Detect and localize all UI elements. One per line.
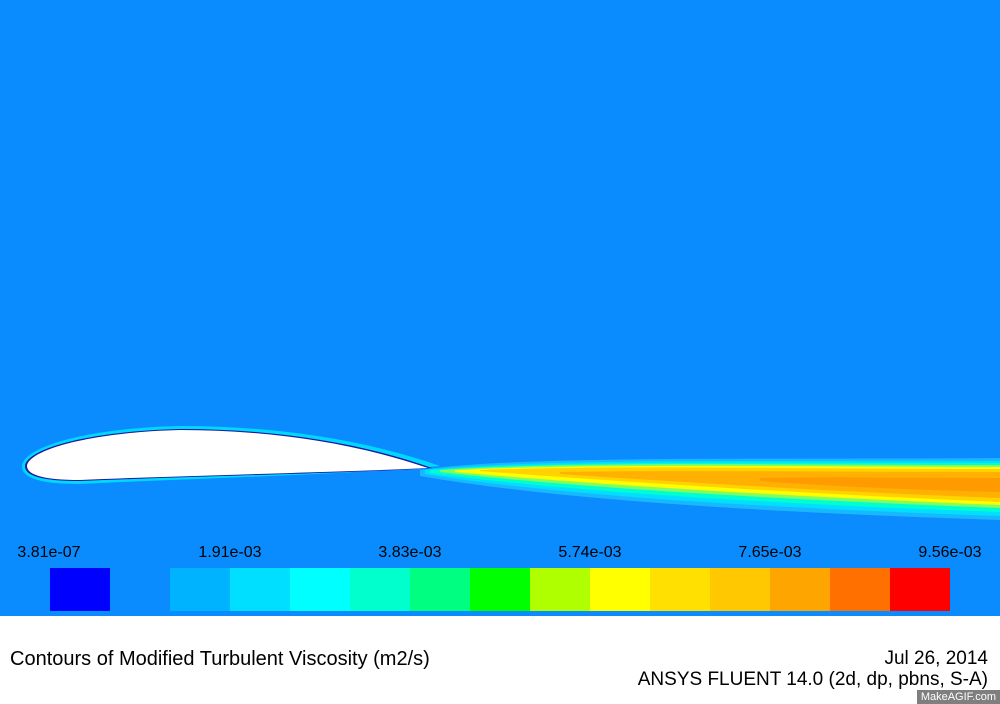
colorbar-swatch bbox=[470, 568, 530, 611]
colorbar-swatch bbox=[530, 568, 590, 611]
watermark: MakeAGIF.com bbox=[916, 690, 1000, 704]
contour-field bbox=[22, 426, 1000, 520]
colorbar-swatch bbox=[290, 568, 350, 611]
colorbar-swatch bbox=[170, 568, 230, 611]
contour-plot bbox=[22, 426, 1000, 520]
colorbar-swatch bbox=[410, 568, 470, 611]
colorbar-swatch bbox=[770, 568, 830, 611]
colorbar-labels: 3.81e-07 1.91e-03 3.83e-03 5.74e-03 7.65… bbox=[0, 540, 1000, 564]
colorbar-swatch bbox=[590, 568, 650, 611]
plot-date: Jul 26, 2014 bbox=[884, 648, 988, 669]
colorbar-swatch bbox=[890, 568, 950, 611]
colorbar-swatch bbox=[830, 568, 890, 611]
colorbar-swatch bbox=[350, 568, 410, 611]
colorbar-tick-label: 9.56e-03 bbox=[918, 544, 982, 561]
footer-panel: Contours of Modified Turbulent Viscosity… bbox=[0, 616, 1000, 704]
colorbar-tick-label: 1.91e-03 bbox=[198, 544, 262, 561]
solver-info: ANSYS FLUENT 14.0 (2d, dp, pbns, S-A) bbox=[637, 669, 988, 690]
airfoil bbox=[27, 430, 428, 480]
colorbar bbox=[0, 568, 1000, 612]
colorbar-tick-label: 3.81e-07 bbox=[17, 544, 81, 561]
colorbar-tick-label: 7.65e-03 bbox=[738, 544, 802, 561]
wake-contours bbox=[420, 458, 1000, 520]
colorbar-tick-label: 3.83e-03 bbox=[378, 544, 442, 561]
colorbar-tick-label: 5.74e-03 bbox=[558, 544, 622, 561]
plot-title: Contours of Modified Turbulent Viscosity… bbox=[10, 648, 430, 670]
colorbar-swatch bbox=[50, 568, 110, 611]
colorbar-swatch bbox=[650, 568, 710, 611]
colorbar-swatch bbox=[230, 568, 290, 611]
colorbar-swatch bbox=[710, 568, 770, 611]
